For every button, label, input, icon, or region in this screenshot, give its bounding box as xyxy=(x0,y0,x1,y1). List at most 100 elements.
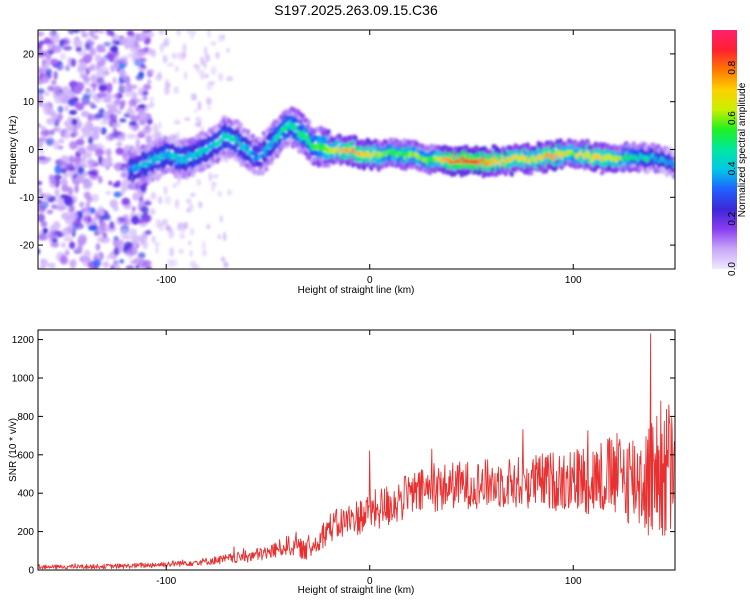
spectrogram-ytick-label: -10 xyxy=(20,193,35,204)
spectrogram-cell xyxy=(464,144,469,150)
spectrogram-cell xyxy=(147,79,152,85)
spectrogram-cell xyxy=(217,233,222,240)
spectrogram-cell xyxy=(103,41,111,47)
spectrogram-cell xyxy=(94,54,102,63)
spectrogram-cell xyxy=(306,119,312,125)
spectrogram-cell xyxy=(117,246,123,254)
spectrogram-ytick-label: -20 xyxy=(20,241,35,252)
snr-ytick-label: 1000 xyxy=(12,374,35,385)
spectrogram-cell xyxy=(106,82,113,93)
colorbar-tick-label: 0.8 xyxy=(727,60,738,74)
spectrogram-cell xyxy=(140,150,146,157)
spectrogram-cell xyxy=(139,194,144,203)
spectrogram-cell xyxy=(112,263,121,269)
spectrogram-cell xyxy=(198,201,203,209)
spectrogram-cell xyxy=(176,224,182,232)
spectrogram-cell xyxy=(127,53,135,58)
spectrogram-cell xyxy=(69,241,76,250)
spectrogram-cell xyxy=(98,155,103,165)
spectrogram-cell xyxy=(85,201,91,210)
spectrogram-cell xyxy=(38,187,43,195)
spectrogram-cell xyxy=(203,46,208,56)
spectrogram-cell xyxy=(38,31,45,37)
spectrogram-cell xyxy=(176,180,181,186)
spectrogram-cell xyxy=(196,264,200,269)
spectrogram-cell xyxy=(52,90,60,99)
snr-xlabel: Height of straight line (km) xyxy=(298,585,415,596)
spectrogram-cell xyxy=(171,52,178,60)
spectrogram-cell xyxy=(642,141,648,148)
spectrogram-cell xyxy=(157,195,163,205)
spectrogram-cell xyxy=(60,194,69,199)
snr-plot-area xyxy=(38,330,675,570)
spectrogram-cell xyxy=(122,152,130,163)
spectrogram-cell xyxy=(193,108,198,113)
spectrogram-cell xyxy=(144,214,152,222)
spectrogram-cell xyxy=(38,88,45,94)
spectrogram-cell xyxy=(195,65,201,74)
spectrogram-cell xyxy=(63,236,74,242)
spectrogram-cell xyxy=(73,39,83,48)
spectrogram-cell xyxy=(269,126,274,132)
spectrogram-cell xyxy=(75,46,82,52)
spectrogram-cell xyxy=(43,37,51,45)
spectrogram-cell xyxy=(120,99,126,107)
spectrogram-cell xyxy=(62,173,70,178)
spectrogram-cell xyxy=(81,172,88,177)
spectrogram-cell xyxy=(78,233,88,244)
spectrogram-cell xyxy=(90,193,99,203)
spectrogram-cell xyxy=(105,156,113,165)
spectrogram-cell xyxy=(184,117,191,122)
snr-frame xyxy=(37,329,676,571)
spectrogram-cell xyxy=(71,118,78,126)
spectrogram-cell xyxy=(52,174,63,181)
spectrogram-cell xyxy=(250,133,256,139)
spectrogram-cell xyxy=(137,130,145,138)
spectrogram-cell xyxy=(51,58,59,67)
spectrogram-cell xyxy=(663,145,668,151)
spectrogram-cell xyxy=(138,71,145,78)
spectrogram-cell xyxy=(51,79,57,86)
spectrogram-cell xyxy=(164,86,170,95)
spectrogram-cell xyxy=(126,133,137,140)
spectrogram-cell xyxy=(45,109,55,115)
spectrogram-cell xyxy=(226,189,233,196)
spectrogram-cell xyxy=(104,70,110,76)
spectrogram-cell xyxy=(71,142,77,149)
spectrogram-cell xyxy=(149,208,156,216)
spectrogram-cell xyxy=(46,117,56,126)
spectrogram-cell xyxy=(113,191,122,198)
spectrogram-cell xyxy=(119,118,127,123)
spectrogram-cell xyxy=(144,266,152,269)
spectrogram-cell xyxy=(150,49,157,58)
spectrogram-cell xyxy=(173,86,180,94)
spectrogram-cell xyxy=(299,135,304,141)
spectrogram-cell xyxy=(130,115,140,122)
spectrogram-cell xyxy=(100,127,107,135)
spectrogram-cell xyxy=(38,70,44,75)
spectrogram-cell xyxy=(98,205,104,213)
spectrogram-ytick-label: 20 xyxy=(23,49,35,60)
spectrogram-cell xyxy=(58,138,65,144)
colorbar-tick-label: 0.2 xyxy=(727,211,738,225)
spectrogram-cell xyxy=(179,232,186,240)
spectrogram-cell xyxy=(60,167,68,174)
spectrogram-cell xyxy=(68,109,78,115)
spectrogram-cell xyxy=(128,99,137,108)
spectrogram-cell xyxy=(43,193,52,199)
spectrogram-cell xyxy=(143,260,152,267)
spectrogram-ytick-label: 0 xyxy=(28,145,34,156)
spectrogram-cell xyxy=(137,33,147,42)
spectrogram-cell xyxy=(83,77,90,86)
spectrogram-cell xyxy=(120,37,128,46)
spectrogram-cell xyxy=(39,200,49,210)
spectrogram-cell xyxy=(99,219,106,228)
spectrogram-cell xyxy=(121,181,126,188)
spectrogram-xtick-label: 100 xyxy=(565,275,582,286)
spectrogram-cell xyxy=(672,152,675,158)
spectrogram-cell xyxy=(238,122,243,128)
spectrogram-cell xyxy=(197,121,201,128)
spectrogram-cell xyxy=(203,73,210,79)
spectrogram-cell xyxy=(93,216,99,221)
